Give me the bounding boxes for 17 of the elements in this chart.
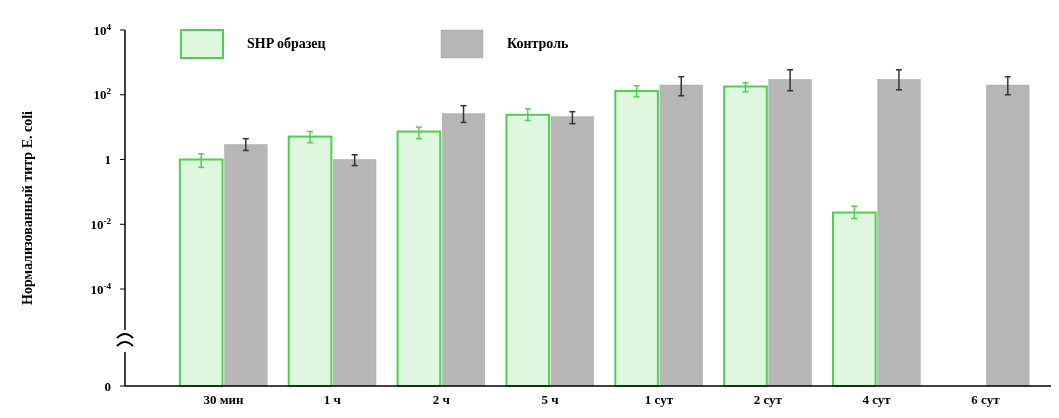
- y-axis-title: Нормализованный титр E. coli: [20, 110, 35, 305]
- y-tick-label: 10$^{2}$: [93, 86, 112, 103]
- x-tick-label: 5 ч: [541, 392, 559, 407]
- legend-label: SHP образец: [247, 36, 326, 51]
- y-tick-label: 10$^{4}$: [93, 21, 112, 38]
- y-tick-label: 0: [104, 378, 111, 394]
- y-tick-label: 10$^{-2}$: [90, 215, 112, 232]
- x-tick-label: 2 сут: [753, 392, 783, 407]
- x-tick-label: 4 сут: [862, 392, 892, 407]
- legend-label: Контроль: [507, 36, 570, 51]
- y-tick-label: 10$^{-4}$: [90, 280, 112, 297]
- x-tick-label: 30 мин: [203, 392, 245, 407]
- x-tick-label: 1 ч: [323, 392, 341, 407]
- y-tick-label: 1: [104, 152, 111, 168]
- x-tick-label: 2 ч: [432, 392, 450, 407]
- x-tick-label: 1 сут: [644, 392, 674, 407]
- x-tick-label: 6 сут: [971, 392, 1001, 407]
